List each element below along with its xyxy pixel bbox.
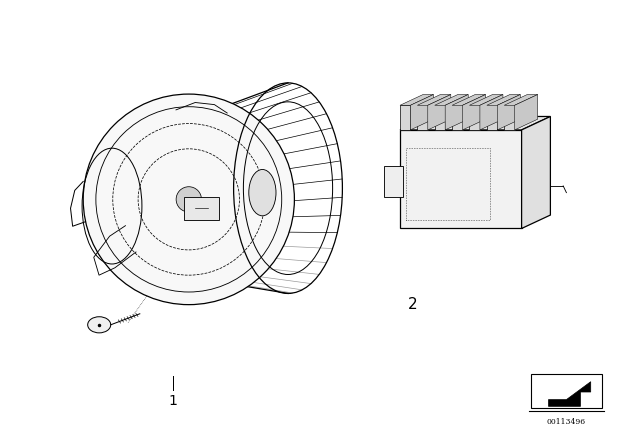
Polygon shape [435,95,468,105]
Polygon shape [470,95,503,105]
Bar [487,105,497,130]
Bar [184,197,219,220]
Bar [504,105,515,130]
Polygon shape [487,95,520,105]
Text: 2: 2 [408,297,418,312]
Bar [417,105,428,130]
Polygon shape [504,95,538,105]
Bar [406,148,490,220]
Polygon shape [548,382,591,406]
Bar [470,105,480,130]
Polygon shape [400,116,550,130]
Polygon shape [522,116,550,228]
Polygon shape [445,95,468,130]
Polygon shape [452,95,486,105]
Bar [400,130,522,228]
Circle shape [88,317,111,333]
Bar [400,105,410,130]
Text: 1: 1 [168,394,177,408]
Polygon shape [497,95,520,130]
Polygon shape [410,95,433,130]
Bar [435,105,445,130]
Bar [531,374,602,408]
Polygon shape [400,95,433,105]
Polygon shape [428,95,451,130]
Polygon shape [417,95,451,105]
Polygon shape [480,95,503,130]
Ellipse shape [249,169,276,216]
Ellipse shape [83,94,294,305]
Text: 00113496: 00113496 [547,418,586,426]
Bar [452,105,463,130]
Bar [384,166,403,197]
Polygon shape [463,95,486,130]
Polygon shape [515,95,538,130]
Ellipse shape [176,187,202,212]
